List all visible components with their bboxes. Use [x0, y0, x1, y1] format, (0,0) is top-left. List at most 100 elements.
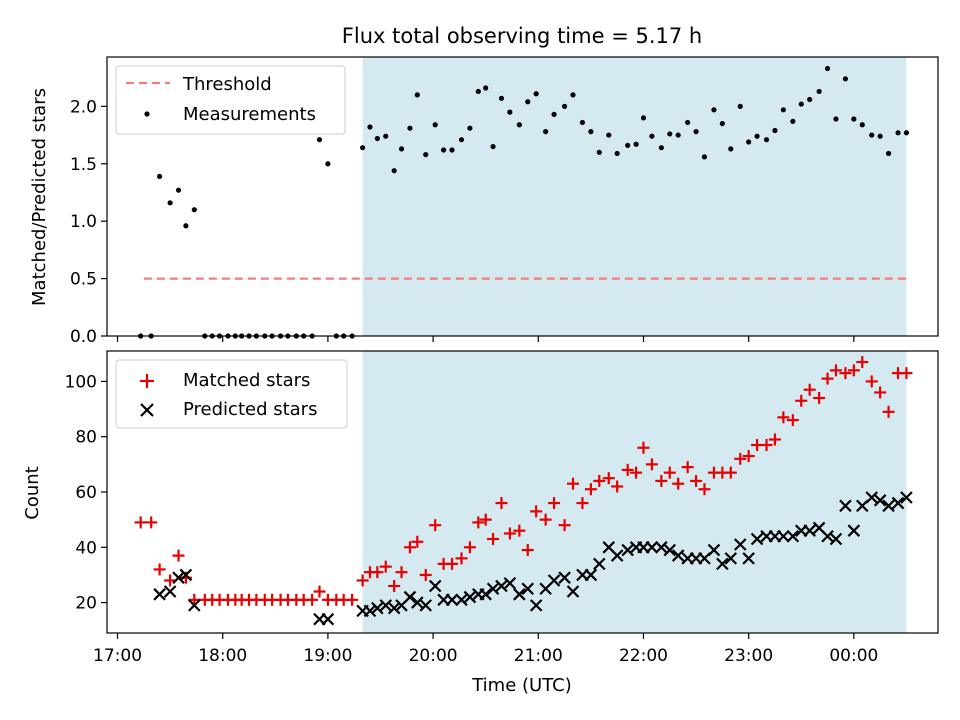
matched-star-point: [655, 474, 668, 487]
measurement-point: [516, 122, 522, 128]
top-legend-box: [115, 65, 346, 135]
matched-star-point: [472, 516, 485, 529]
predicted-star-point: [621, 543, 634, 557]
measurement-point: [579, 119, 586, 126]
matched-star-point: [690, 474, 703, 487]
measurement-point: [360, 145, 366, 151]
measurement-point: [167, 200, 173, 206]
bottom-x-tick-label: 20:00: [409, 646, 458, 666]
matched-star-point: [768, 433, 781, 446]
matched-star-point: [164, 574, 177, 587]
measurement-point: [824, 65, 831, 72]
legend-predicted-swatch: [140, 403, 154, 417]
matched-star-point: [356, 574, 369, 587]
matched-star-point: [900, 367, 913, 380]
bottom-y-tick-label: 20: [75, 594, 97, 614]
top-chart-title: Flux total observing time = 5.17 h: [342, 24, 702, 48]
matched-star-point: [521, 544, 534, 557]
measurement-point: [807, 96, 813, 103]
top-shaded-span: [362, 57, 907, 336]
measurement-point: [625, 142, 631, 149]
legend-matched-swatch: [140, 374, 154, 388]
measurement-point: [533, 91, 539, 97]
matched-star-point: [530, 505, 543, 518]
predicted-star-point: [179, 568, 193, 582]
measurement-point: [551, 111, 557, 118]
predicted-star-point: [479, 588, 492, 601]
measurement-point: [383, 133, 389, 139]
measurement-point: [675, 132, 681, 138]
top-y-tick-label: 0.5: [70, 270, 97, 290]
matched-star-point: [153, 563, 166, 576]
predicted-star-markers: [153, 491, 913, 626]
predicted-star-point: [411, 596, 424, 609]
legend-predicted-label: Predicted stars: [183, 399, 317, 420]
measurement-point: [367, 124, 373, 130]
legend-matched-label: Matched stars: [183, 370, 310, 391]
measurement-point: [525, 99, 531, 105]
bottom-x-tick-label: 22:00: [619, 646, 668, 666]
predicted-star-point: [463, 590, 477, 604]
predicted-star-point: [645, 541, 659, 554]
predicted-star-point: [873, 494, 887, 507]
measurement-point: [685, 119, 691, 126]
matched-star-point: [371, 566, 384, 579]
predicted-star-point: [321, 612, 335, 626]
matched-star-point: [395, 566, 408, 579]
matched-star-point: [388, 580, 401, 592]
matched-star-point: [513, 524, 526, 537]
predicted-star-point: [593, 557, 606, 571]
matched-star-point: [645, 458, 658, 471]
matched-star-markers: [134, 356, 913, 606]
predicted-star-point: [566, 585, 580, 598]
predicted-star-point: [379, 599, 393, 612]
measurement-point: [570, 92, 576, 98]
matched-star-point: [637, 441, 650, 454]
matched-star-point: [593, 474, 606, 487]
matched-star-point: [306, 593, 319, 606]
measurement-point: [719, 120, 725, 127]
matched-star-point: [839, 367, 852, 380]
matched-star-point: [829, 364, 842, 377]
matched-star-point: [503, 527, 516, 540]
predicted-star-point: [513, 588, 526, 601]
predicted-star-point: [163, 585, 177, 598]
bottom-x-axis: 17:00 18:00 19:00 20:00 21:00 22:00 23:00 00:00: [93, 633, 878, 666]
matched-star-point: [455, 552, 468, 565]
matched-star-point: [847, 364, 860, 377]
predicted-star-point: [829, 532, 843, 546]
matched-star-point: [734, 452, 747, 465]
measurement-point: [693, 129, 699, 135]
matched-star-point: [403, 541, 416, 554]
measurement-point: [561, 103, 568, 109]
measurement-point: [191, 207, 197, 213]
predicted-star-point: [455, 593, 468, 607]
matched-star-point: [379, 560, 392, 573]
top-y-tick-label: 1.5: [70, 155, 97, 175]
measurement-point: [885, 150, 892, 157]
matched-star-point: [584, 483, 597, 496]
matched-star-point: [681, 461, 694, 474]
bottom-x-tick-label: 21:00: [514, 646, 563, 666]
bottom-y-tick-label: 80: [75, 428, 97, 448]
top-y-tick-label: 0.0: [70, 327, 97, 347]
measurement-point: [423, 151, 429, 158]
matched-star-point: [429, 519, 442, 532]
matched-star-point: [813, 392, 826, 404]
predicted-star-point: [724, 552, 738, 565]
predicted-star-point: [495, 579, 508, 593]
matched-star-point: [882, 405, 895, 418]
matched-star-point: [795, 394, 808, 407]
legend-measurements-label: Measurements: [183, 104, 316, 125]
measurement-point: [498, 95, 505, 101]
measurement-point: [483, 85, 489, 91]
predicted-star-point: [750, 532, 764, 546]
measurement-point: [869, 132, 875, 138]
bottom-legend: Matched stars Predicted stars: [115, 359, 348, 429]
matched-star-point: [558, 519, 571, 532]
predicted-star-point: [547, 574, 561, 587]
measurement-point: [658, 145, 664, 151]
matched-star-point: [874, 386, 887, 399]
measurement-point: [859, 122, 865, 128]
predicted-star-point: [777, 529, 790, 543]
